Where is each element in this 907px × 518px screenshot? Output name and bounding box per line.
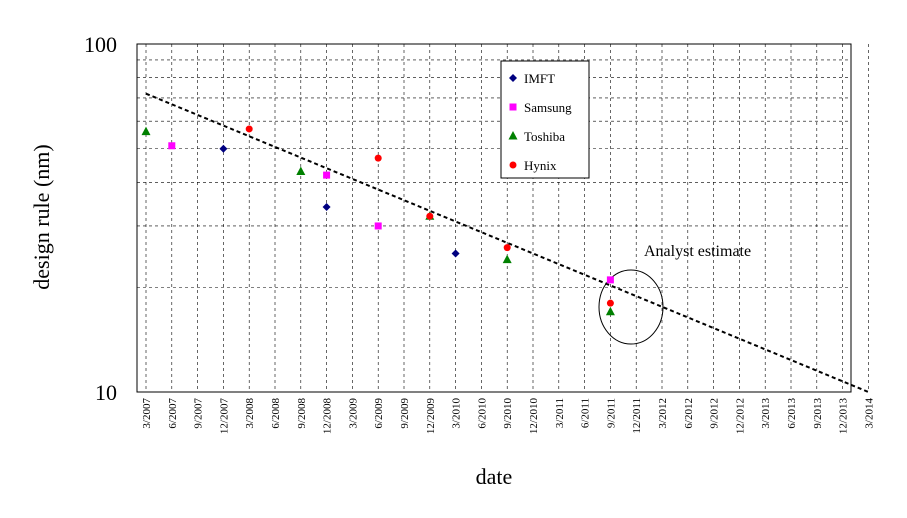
x-tick-label: 3/2008	[244, 398, 256, 429]
x-tick-label: 12/2010	[528, 398, 540, 435]
x-tick-label: 3/2014	[863, 398, 875, 429]
x-tick-label: 3/2010	[451, 398, 463, 429]
x-tick-label: 12/2011	[631, 398, 643, 434]
data-point-toshiba	[296, 166, 306, 176]
y-tick-labels: 100 10	[84, 32, 117, 405]
x-tick-label: 6/2012	[683, 398, 695, 429]
x-tick-label: 12/2007	[218, 398, 230, 435]
x-tick-label: 12/2012	[734, 398, 746, 434]
legend: IMFT Samsung Toshiba Hynix	[500, 60, 590, 179]
estimate-circle	[598, 269, 664, 345]
x-tick-label: 6/2011	[580, 398, 592, 428]
x-tick-label: 3/2012	[657, 398, 669, 429]
x-tick-label: 9/2011	[605, 398, 617, 428]
y-axis-label: design rule (nm)	[29, 144, 54, 289]
x-tick-label: 12/2013	[838, 398, 850, 435]
data-point-hynix	[503, 244, 511, 252]
data-point-imft	[451, 249, 460, 258]
data-point-imft	[219, 144, 228, 153]
x-tick-label: 9/2009	[399, 398, 411, 429]
y-tick-label: 10	[95, 380, 117, 405]
x-tick-label: 3/2009	[347, 398, 359, 429]
annotation-text: Analyst estimate	[644, 243, 751, 260]
data-point-samsung	[168, 142, 176, 150]
x-tick-label: 3/2011	[554, 398, 566, 428]
x-tick-labels: 3/2007 6/2007 9/2007 12/2007 3/2008 6/2008 9/2…	[141, 398, 875, 435]
data-point-hynix	[606, 299, 614, 307]
gridlines	[137, 44, 869, 392]
x-tick-label: 6/2010	[476, 398, 488, 429]
data-point-samsung	[606, 276, 614, 284]
legend-box	[500, 60, 590, 179]
data-point-samsung	[374, 222, 382, 230]
data-point-hynix	[245, 125, 253, 133]
legend-marker-hynix	[509, 161, 517, 169]
plot-area	[136, 43, 852, 393]
x-tick-label: 9/2012	[709, 398, 721, 429]
x-tick-label: 9/2008	[296, 398, 308, 429]
legend-label-hynix: Hynix	[524, 158, 557, 173]
x-tick-label: 9/2010	[502, 398, 514, 429]
x-tick-label: 6/2013	[786, 398, 798, 429]
x-tick-label: 6/2007	[167, 398, 179, 429]
legend-label-toshiba: Toshiba	[524, 129, 565, 144]
data-point-samsung	[323, 171, 331, 179]
legend-label-samsung: Samsung	[524, 100, 572, 115]
x-tick-label: 6/2008	[270, 398, 282, 429]
data-point-toshiba	[141, 126, 151, 136]
x-axis-label: date	[476, 464, 513, 489]
trendline	[145, 92, 869, 393]
data-point-hynix	[426, 212, 434, 220]
data-point-hynix	[374, 154, 382, 162]
legend-marker-imft	[509, 74, 517, 82]
x-tick-label: 12/2008	[322, 398, 334, 435]
legend-marker-toshiba	[508, 131, 518, 140]
x-tick-label: 9/2007	[193, 398, 205, 429]
x-tick-label: 6/2009	[373, 398, 385, 429]
x-tick-label: 12/2009	[425, 398, 437, 435]
data-points	[141, 125, 615, 316]
x-tick-label: 3/2007	[141, 398, 153, 429]
data-point-toshiba	[502, 254, 512, 264]
legend-label-imft: IMFT	[524, 71, 555, 86]
x-tick-label: 9/2013	[812, 398, 824, 429]
data-point-imft	[322, 203, 331, 212]
data-point-toshiba	[605, 306, 615, 316]
x-tick-label: 3/2013	[760, 398, 772, 429]
y-tick-label: 100	[84, 32, 117, 57]
legend-marker-samsung	[509, 103, 517, 111]
